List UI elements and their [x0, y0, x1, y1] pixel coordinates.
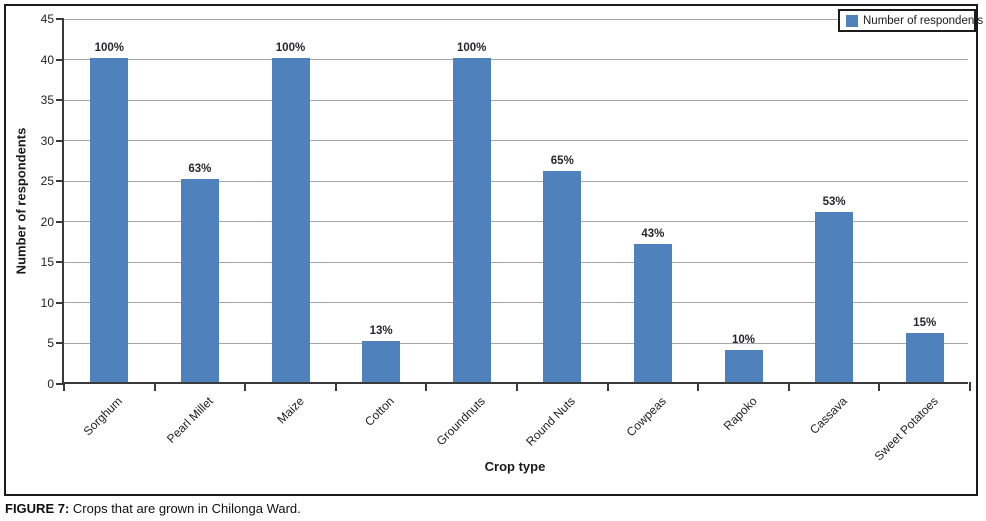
- x-axis-tick: [787, 382, 790, 391]
- bar: [905, 333, 944, 382]
- y-tick-label: 10: [40, 295, 54, 310]
- legend: Number of respondents: [838, 9, 983, 32]
- bar: [543, 171, 582, 382]
- bar: [452, 57, 491, 382]
- y-axis-tick: [56, 180, 64, 183]
- bar-value-label: 13%: [369, 325, 393, 338]
- x-axis-tick: [63, 382, 65, 391]
- y-axis-tick: [56, 220, 64, 223]
- bar-value-label: 100%: [456, 41, 487, 54]
- bar: [271, 57, 310, 382]
- bar-value-label: 100%: [94, 41, 124, 54]
- y-tick-label: 45: [40, 12, 54, 26]
- gridline: [64, 18, 968, 20]
- gridline: [64, 342, 968, 344]
- bar-value-label: 63%: [188, 163, 212, 176]
- y-tick-label: 0: [47, 377, 54, 391]
- bar-value-label: 65%: [550, 155, 574, 168]
- legend-label: Number of respondents: [863, 14, 984, 27]
- caption-label: FIGURE 7:: [5, 501, 70, 516]
- x-axis-tick: [244, 382, 247, 391]
- bar: [633, 244, 672, 382]
- x-axis-tick: [425, 382, 428, 391]
- y-tick-label: 15: [40, 255, 54, 270]
- x-axis-tick: [606, 382, 609, 391]
- gridline: [64, 59, 968, 61]
- figure-caption: FIGURE 7: Crops that are grown in Chilon…: [5, 501, 301, 516]
- gridline: [64, 180, 968, 182]
- y-axis-tick: [56, 18, 64, 20]
- x-axis-tick: [697, 382, 700, 391]
- gridline: [64, 261, 968, 263]
- plot-area: 0 5 10 15 20 25 30 35 40 45 100% 63% 100% 13% 100% 65% 4…: [41, 12, 971, 463]
- y-tick-label: 20: [40, 214, 54, 229]
- y-axis-title: Number of respondents: [13, 127, 29, 275]
- y-tick-label: 25: [40, 174, 54, 189]
- bar: [724, 349, 763, 382]
- bar: [90, 57, 129, 382]
- gridline: [64, 99, 968, 101]
- y-axis-tick: [56, 383, 64, 385]
- x-axis-tick: [153, 382, 156, 391]
- y-axis-tick: [56, 99, 64, 102]
- bar-value-label: 53%: [822, 195, 846, 208]
- y-tick-label: 30: [40, 133, 54, 148]
- x-axis-tick: [969, 382, 971, 391]
- bar: [362, 341, 401, 382]
- x-axis-tick: [334, 382, 337, 391]
- bar: [180, 179, 219, 382]
- y-axis-tick: [56, 58, 64, 61]
- bar-value-label: 100%: [275, 41, 306, 54]
- gridline: [64, 221, 968, 223]
- caption-text: Crops that are grown in Chilonga Ward.: [69, 501, 301, 516]
- y-axis-tick: [56, 139, 64, 142]
- y-axis-tick: [56, 342, 64, 345]
- x-axis-title: Crop type: [484, 459, 546, 474]
- y-tick-label: 5: [47, 336, 54, 351]
- bar-value-label: 15%: [913, 317, 937, 330]
- x-axis-tick: [516, 382, 518, 391]
- bar-value-label: 43%: [641, 228, 665, 241]
- bar: [815, 211, 854, 382]
- y-tick-label: 40: [40, 52, 54, 67]
- bar-value-label: 10%: [731, 333, 756, 346]
- y-axis-tick: [56, 261, 64, 264]
- gridline: [64, 302, 968, 304]
- x-axis-tick: [878, 382, 881, 391]
- gridline: [64, 140, 968, 142]
- y-tick-label: 35: [40, 93, 54, 108]
- legend-swatch-icon: [846, 14, 858, 27]
- y-axis-tick: [56, 301, 64, 304]
